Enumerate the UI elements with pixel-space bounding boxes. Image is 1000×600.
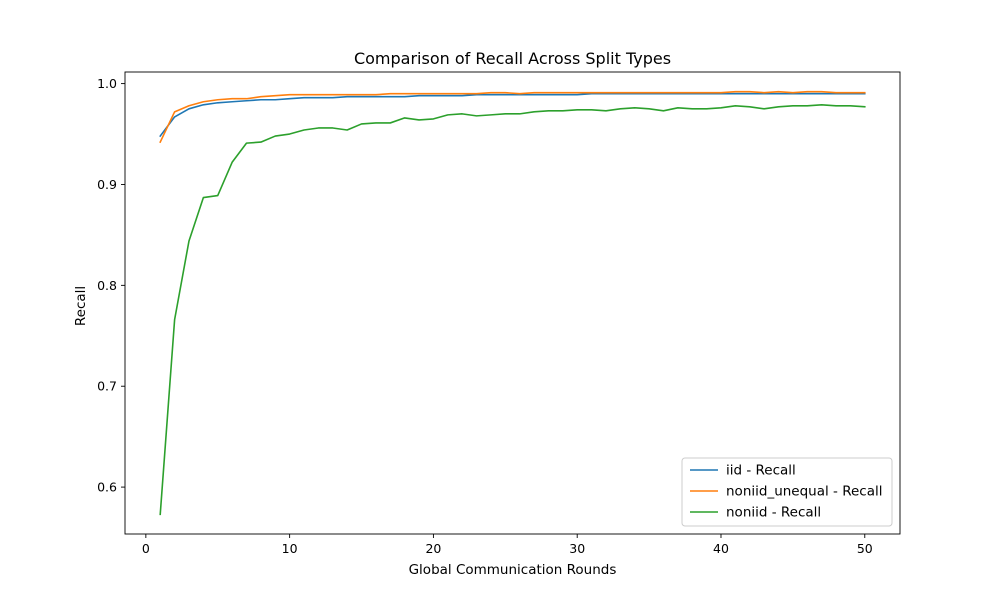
x-tick-label: 20 [425, 541, 441, 556]
y-tick-label: 0.9 [97, 177, 117, 192]
x-tick-label: 30 [569, 541, 585, 556]
x-tick-label: 0 [142, 541, 150, 556]
legend-entry-2: noniid - Recall [726, 505, 821, 521]
y-tick-label: 1.0 [97, 76, 117, 91]
x-tick-label: 40 [713, 541, 729, 556]
legend-entry-0: iid - Recall [726, 463, 796, 479]
series-line-2 [159, 103, 866, 516]
x-axis-label: Global Communication Rounds [409, 562, 617, 578]
chart-title: Comparison of Recall Across Split Types [354, 49, 671, 68]
y-axis-label: Recall [73, 286, 89, 326]
legend: iid - Recall noniid_unequal - Recall nonii… [681, 457, 893, 527]
x-tick-label: 10 [282, 541, 298, 556]
y-tick-label: 0.6 [97, 480, 117, 495]
legend-box [681, 457, 893, 527]
series-line-0 [159, 92, 866, 138]
series-line-1 [159, 90, 866, 144]
plot-area: 0 10 20 30 40 50 0.6 0.7 0.8 0.9 1.0 [97, 71, 901, 556]
axes-frame [124, 71, 901, 535]
y-tick-label: 0.7 [97, 379, 117, 394]
legend-entry-1: noniid_unequal - Recall [726, 484, 883, 500]
y-tick-label: 0.8 [97, 278, 117, 293]
x-tick-label: 50 [857, 541, 873, 556]
